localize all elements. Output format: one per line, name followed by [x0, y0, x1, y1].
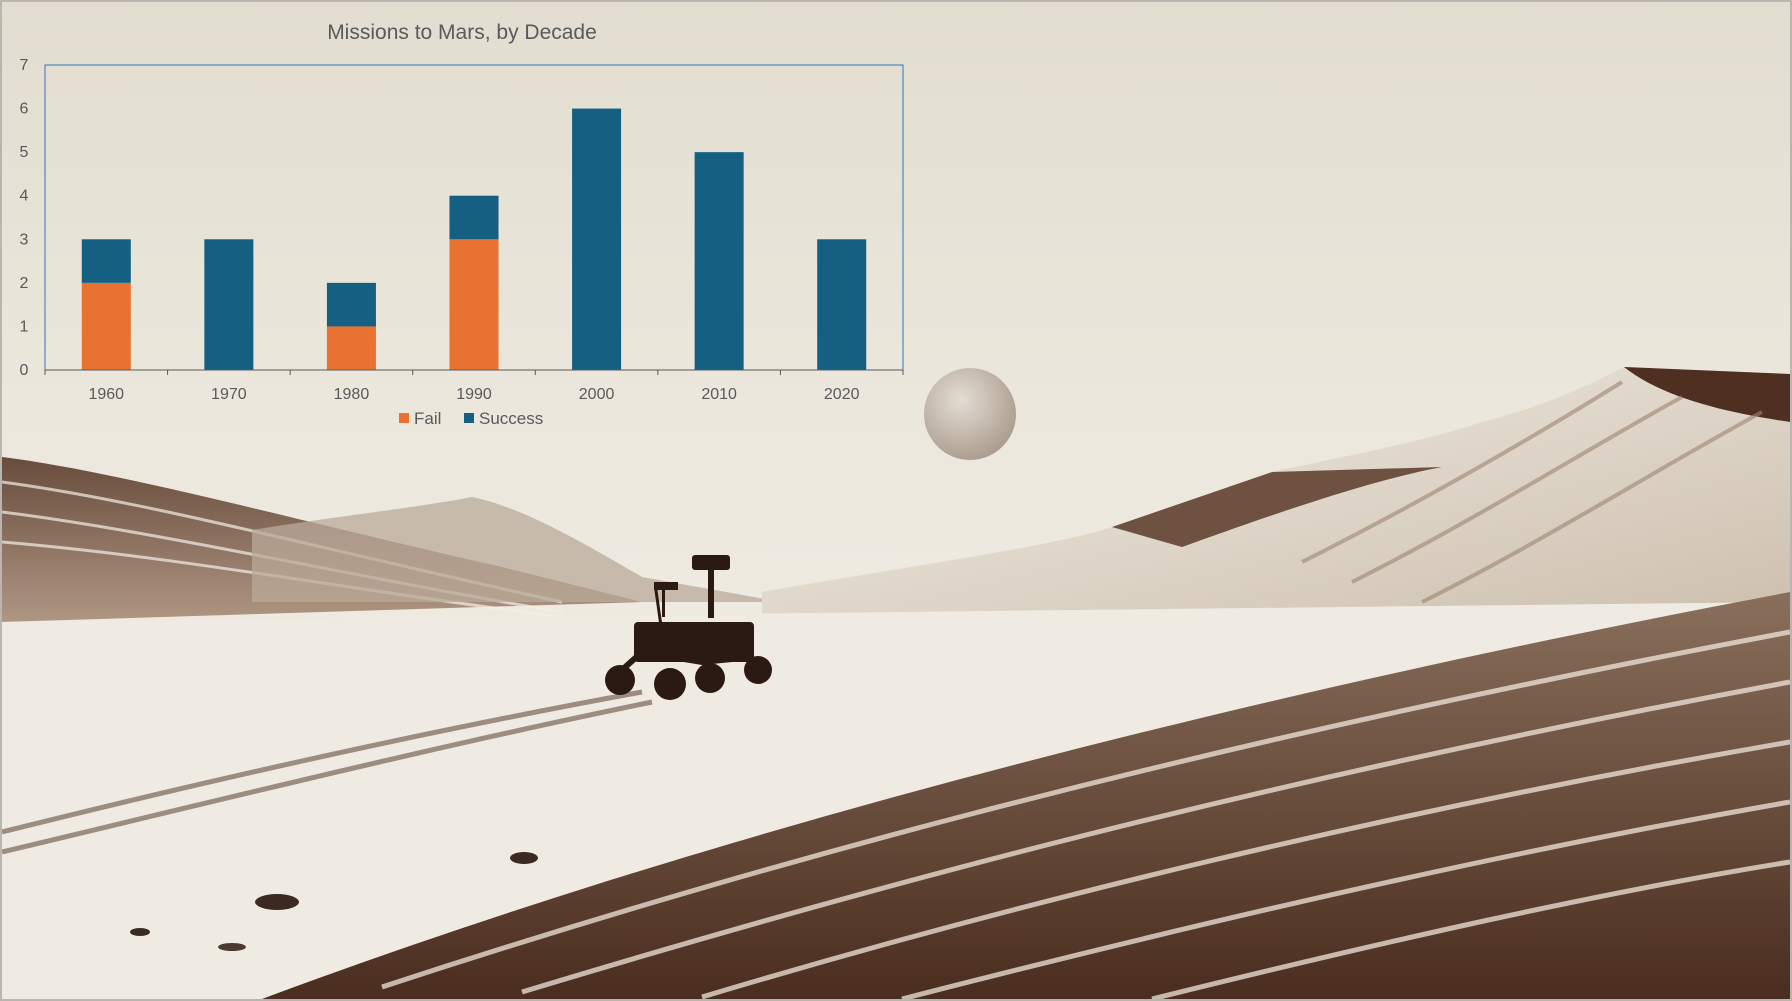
bar-success-1970	[204, 239, 254, 370]
bar-fail-1960	[81, 282, 131, 370]
bar-success-2010	[694, 152, 744, 370]
legend-label-fail: Fail	[414, 409, 441, 428]
chart-title: Missions to Mars, by Decade	[327, 21, 597, 44]
y-axis: 0 1 2 3 4 5 6 7	[20, 57, 29, 379]
x-tick-label: 2000	[579, 386, 615, 403]
bar-fail-1980	[326, 326, 376, 370]
middle-mesa	[252, 497, 782, 602]
legend-label-success: Success	[479, 409, 543, 428]
x-tick-label: 1960	[88, 386, 124, 403]
rover-silhouette	[605, 555, 772, 700]
x-tick-label: 1970	[211, 386, 247, 403]
x-axis: 1960 1970 1980 1990 2000 2010 2020	[44, 370, 904, 403]
y-tick-label: 7	[20, 57, 29, 74]
bar-success-1980	[326, 282, 376, 327]
rock	[130, 928, 150, 936]
y-tick-label: 0	[20, 362, 29, 379]
legend-swatch-success	[464, 413, 474, 423]
right-mountain-ridges	[1301, 380, 1763, 604]
bar-success-1990	[449, 195, 499, 240]
bar-success-2020	[817, 239, 867, 370]
right-mountain-peak	[1624, 367, 1790, 422]
y-tick-label: 4	[20, 188, 29, 205]
rock	[255, 894, 299, 910]
missions-chart: Missions to Mars, by Decade 0 1 2 3 4 5 6 7 196…	[20, 21, 904, 428]
legend-swatch-fail	[399, 413, 409, 423]
foreground-dune	[262, 592, 1790, 999]
x-tick-label: 2010	[701, 386, 737, 403]
bar-fail-1990	[449, 239, 499, 370]
y-tick-label: 3	[20, 231, 29, 248]
x-tick-label: 1980	[334, 386, 370, 403]
bar-success-1960	[81, 239, 131, 283]
bars	[81, 108, 867, 371]
sun-disc	[924, 368, 1016, 460]
y-tick-label: 6	[20, 101, 29, 118]
right-mountain-shadow	[1112, 467, 1442, 547]
rover-tracks	[2, 689, 653, 855]
y-tick-label: 2	[20, 275, 29, 292]
foreground-dune-ridges	[381, 629, 1790, 999]
x-tick-label: 1990	[456, 386, 492, 403]
y-tick-label: 1	[20, 318, 29, 335]
rock	[218, 943, 246, 951]
y-tick-label: 5	[20, 144, 29, 161]
rock	[510, 852, 538, 864]
bar-success-2000	[572, 108, 622, 371]
x-tick-label: 2020	[824, 386, 860, 403]
legend: Fail Success	[399, 409, 543, 428]
